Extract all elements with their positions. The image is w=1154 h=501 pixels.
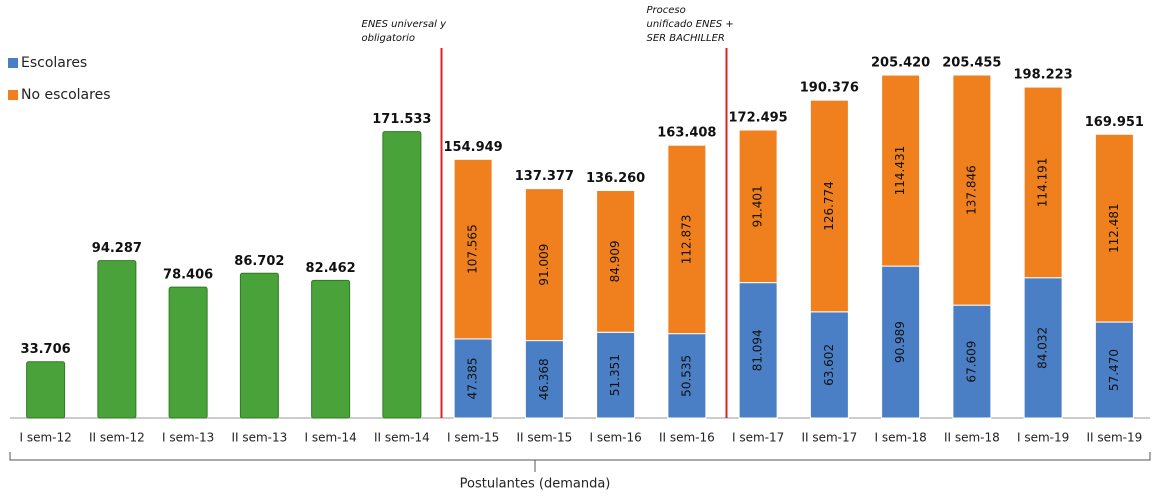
- bar-segment: [952, 74, 992, 306]
- segment-label: 112.481: [1107, 203, 1121, 253]
- x-tick-label: I sem-14: [304, 431, 356, 445]
- segment-label: 137.846: [964, 165, 978, 215]
- segment-label: 107.565: [466, 224, 480, 274]
- bar-segment: [809, 99, 849, 313]
- segment-label: 114.431: [893, 146, 907, 196]
- segment-label: 91.401: [751, 185, 765, 227]
- bar-segment: [881, 74, 921, 267]
- bar-segment: [1094, 133, 1134, 323]
- segment-label: 57.470: [1107, 349, 1121, 391]
- x-tick-label: II sem-17: [801, 431, 857, 445]
- bar-segment: [1023, 86, 1063, 279]
- x-tick-label: I sem-18: [874, 431, 926, 445]
- x-axis-label: Postulantes (demanda): [460, 477, 611, 492]
- bar-segment: [453, 338, 493, 419]
- total-label: 205.420: [871, 56, 930, 71]
- x-tick-label: I sem-16: [589, 431, 641, 445]
- bar: [168, 286, 208, 419]
- segment-label: 114.191: [1036, 158, 1050, 208]
- bar-segment: [524, 188, 564, 342]
- segment-label: 50.535: [679, 355, 693, 397]
- bar-segment: [1023, 277, 1063, 419]
- legend-swatch: [8, 58, 18, 68]
- segment-label: 47.385: [466, 357, 480, 399]
- bar-segment: [667, 333, 707, 419]
- total-label: 163.408: [657, 126, 716, 141]
- bar-segment: [738, 129, 778, 284]
- x-tick-label: II sem-13: [231, 431, 287, 445]
- total-label: 136.260: [586, 171, 645, 186]
- total-label: 190.376: [800, 81, 859, 96]
- total-label: 169.951: [1085, 115, 1144, 130]
- legend-label: No escolares: [21, 87, 110, 103]
- total-label: 137.377: [515, 169, 574, 184]
- bar-segment: [738, 282, 778, 419]
- segment-label: 112.873: [679, 215, 693, 265]
- bar-segment: [952, 304, 992, 419]
- x-tick-label: II sem-19: [1086, 431, 1142, 445]
- annotation-text: SER BACHILLER: [647, 33, 725, 44]
- legend-label: Escolares: [21, 55, 87, 71]
- x-tick-label: II sem-18: [944, 431, 1000, 445]
- segment-label: 84.032: [1036, 327, 1050, 369]
- x-tick-label: II sem-12: [89, 431, 145, 445]
- annotation-text: unificado ENES +: [647, 19, 734, 30]
- total-label: 86.702: [234, 254, 284, 269]
- bar: [97, 260, 137, 419]
- total-label: 198.223: [1014, 68, 1073, 83]
- x-tick-label: II sem-15: [516, 431, 572, 445]
- annotation-text: ENES universal y: [362, 19, 448, 30]
- bar-segment: [596, 331, 636, 419]
- bar: [26, 361, 66, 419]
- segment-label: 126.774: [822, 181, 836, 231]
- segment-label: 84.909: [608, 240, 622, 282]
- total-label: 78.406: [163, 268, 213, 283]
- bar-segment: [1094, 321, 1134, 419]
- bracket: [9, 452, 1151, 472]
- total-label: 172.495: [729, 111, 788, 126]
- bar-segment: [667, 144, 707, 335]
- x-tick-label: II sem-16: [659, 431, 715, 445]
- segment-label: 81.094: [751, 329, 765, 371]
- segment-label: 46.368: [537, 358, 551, 400]
- legend-swatch: [8, 90, 18, 100]
- segment-label: 91.009: [537, 244, 551, 286]
- segment-label: 51.351: [608, 354, 622, 396]
- x-tick-label: I sem-19: [1017, 431, 1069, 445]
- annotation-text: obligatorio: [362, 33, 416, 44]
- total-label: 154.949: [444, 140, 503, 155]
- x-tick-label: II sem-14: [374, 431, 430, 445]
- total-label: 171.533: [372, 112, 431, 127]
- bar-segment: [596, 190, 636, 333]
- bar: [239, 272, 279, 419]
- bar: [382, 131, 422, 419]
- bar: [311, 279, 351, 419]
- x-tick-label: I sem-13: [162, 431, 214, 445]
- total-label: 82.462: [306, 261, 356, 276]
- annotation-text: Proceso: [647, 5, 686, 16]
- bar-segment: [809, 311, 849, 419]
- x-tick-label: I sem-15: [447, 431, 499, 445]
- total-label: 94.287: [92, 241, 142, 256]
- total-label: 33.706: [21, 342, 71, 357]
- segment-label: 63.602: [822, 344, 836, 386]
- x-tick-label: I sem-17: [732, 431, 784, 445]
- segment-label: 67.609: [964, 341, 978, 383]
- x-tick-label: I sem-12: [19, 431, 71, 445]
- total-label: 205.455: [942, 56, 1001, 71]
- bar-segment: [881, 265, 921, 419]
- bar-segment: [453, 158, 493, 340]
- segment-label: 90.989: [893, 321, 907, 363]
